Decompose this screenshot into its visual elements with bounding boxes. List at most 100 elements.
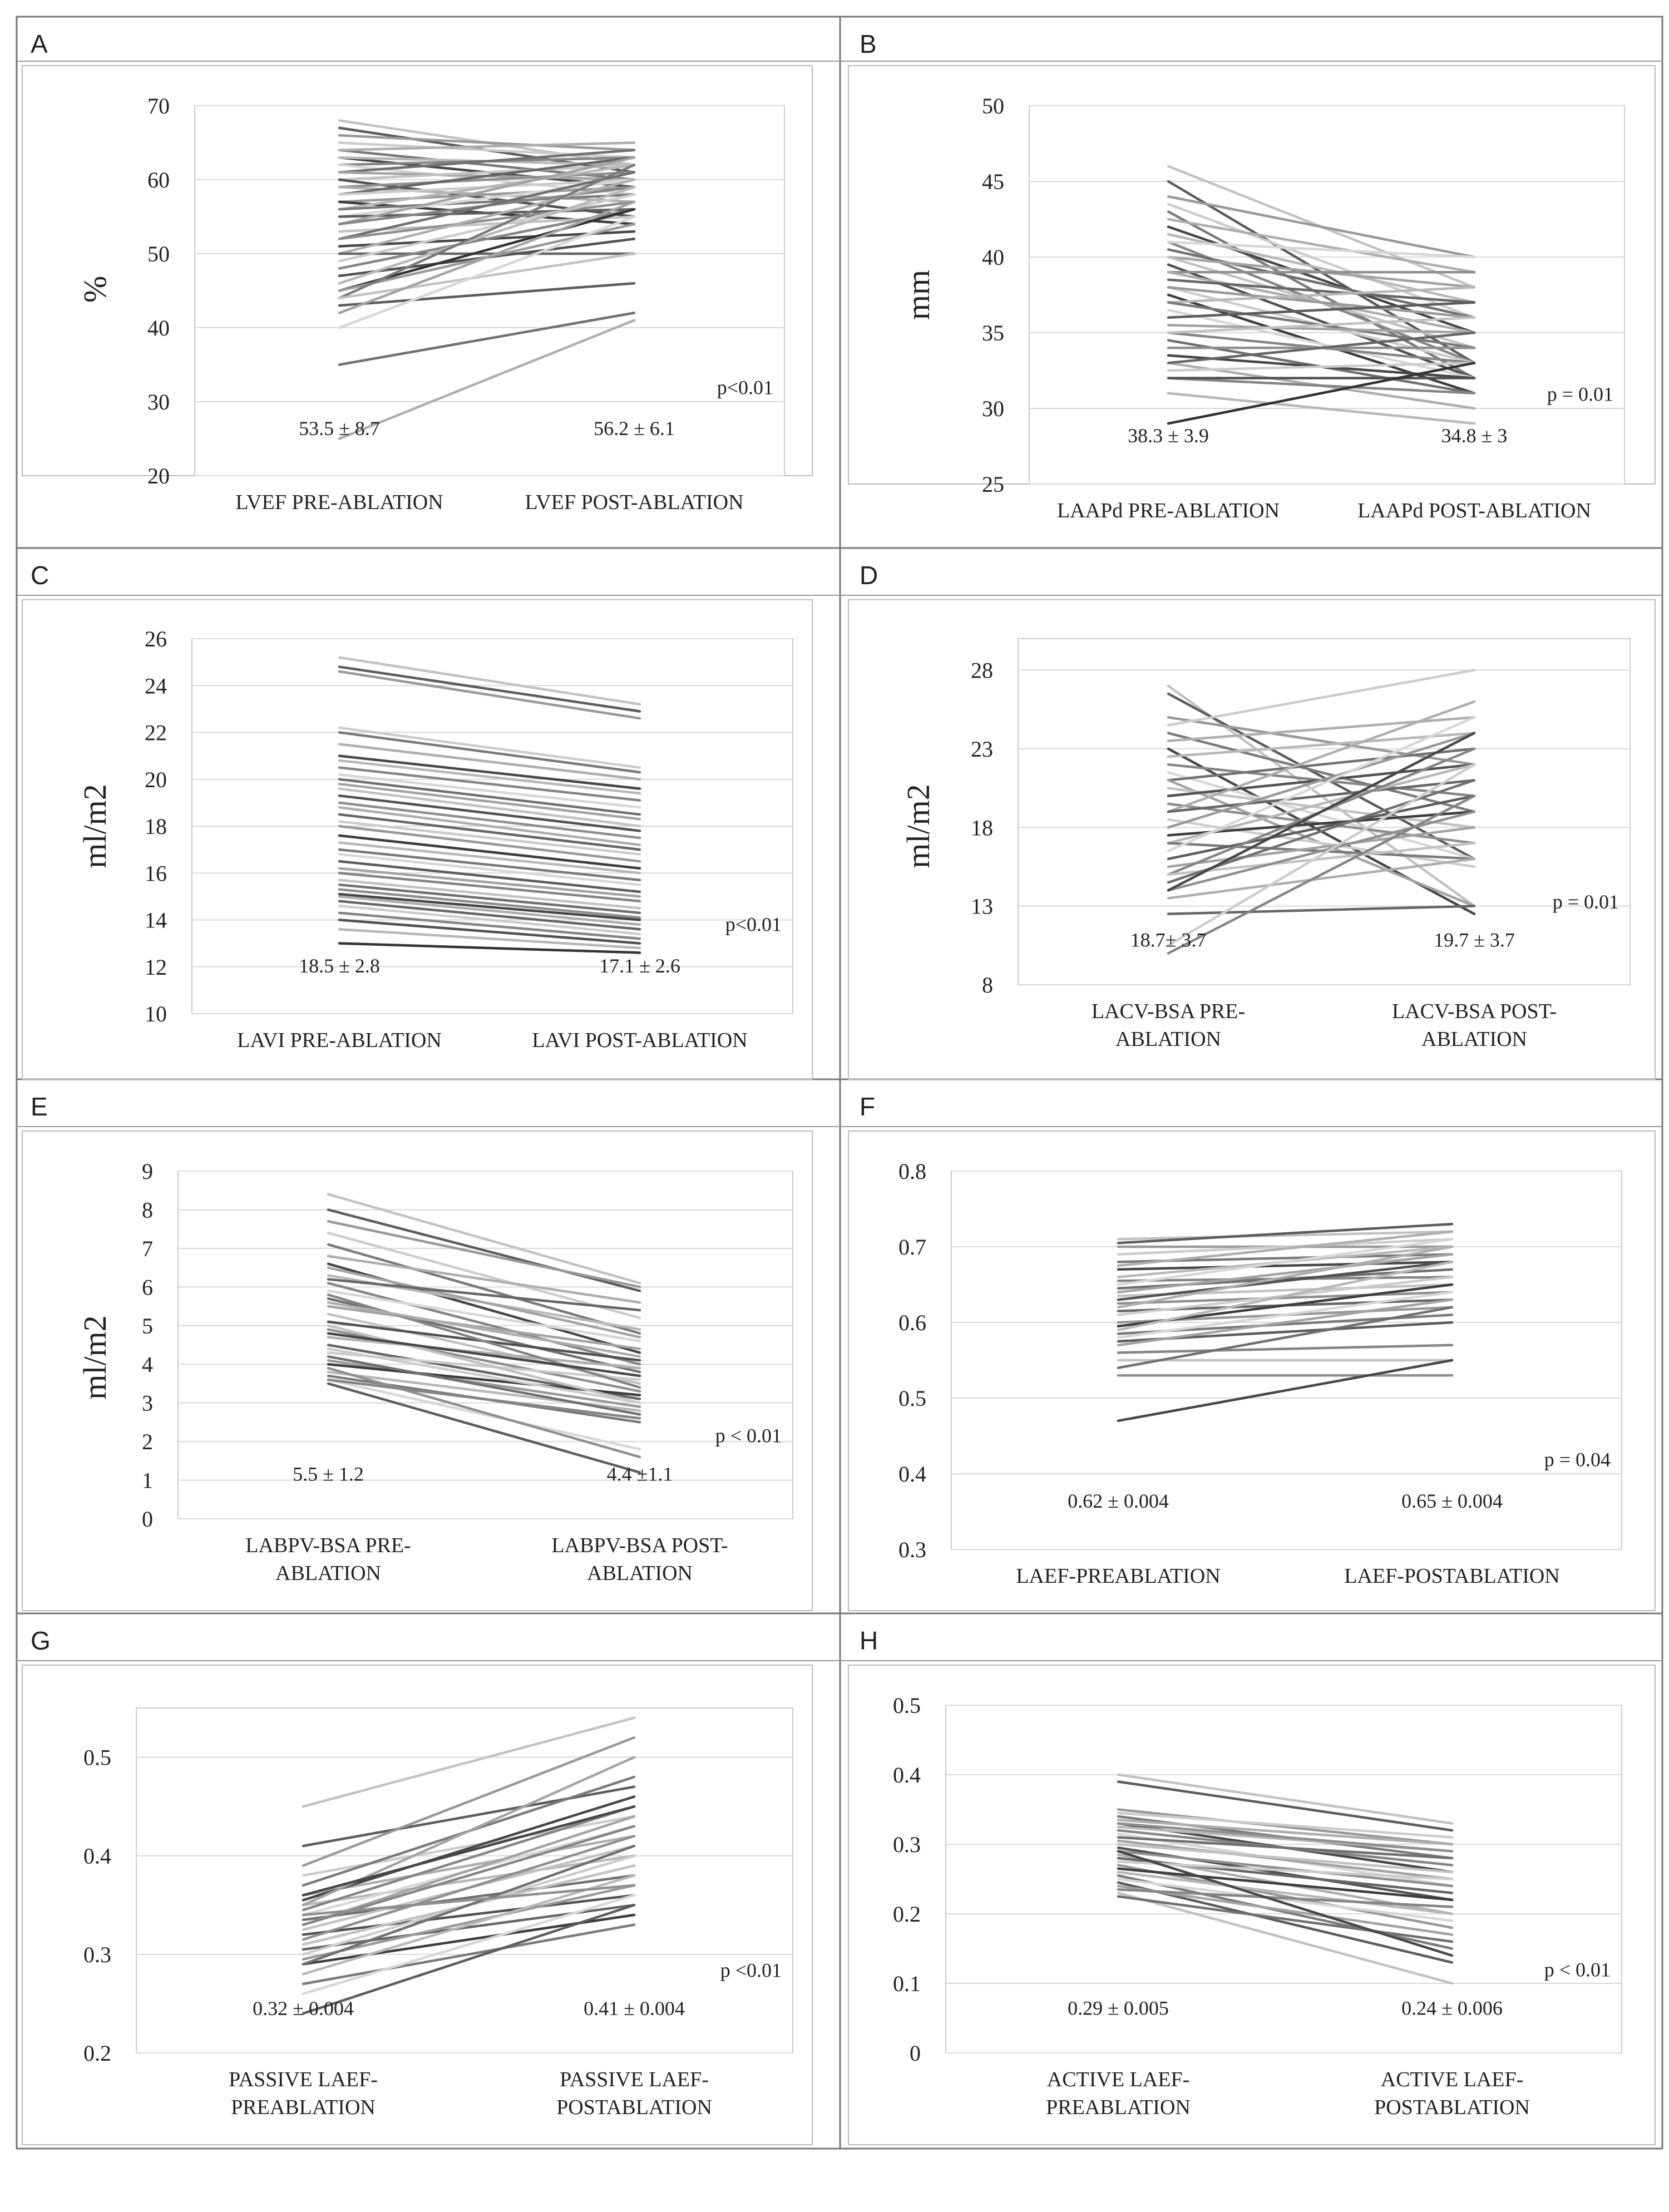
series-lines (302, 1716, 636, 2015)
subject-line (302, 1844, 636, 1966)
x-category-label: LAVI POST-ABLATION (532, 1029, 747, 1052)
x-category-label: LAEF-PREABLATION (1016, 1564, 1220, 1588)
panel-letter: H (860, 1626, 878, 1655)
subject-line (1117, 1230, 1454, 1267)
subject-line (1117, 1819, 1454, 1846)
subject-line (338, 820, 641, 856)
subject-line (338, 824, 641, 863)
subject-line (338, 134, 636, 152)
subject-line (1117, 1895, 1454, 1943)
subject-line (338, 778, 641, 816)
annotation-post: 4.4 ±1.1 (607, 1463, 673, 1485)
subject-line (302, 1825, 636, 1926)
subject-line (302, 1835, 636, 1941)
y-tick-label: 24 (145, 673, 167, 698)
subject-line (338, 670, 641, 720)
y-tick-label: 0.4 (898, 1462, 926, 1487)
chart-frame (848, 1665, 1656, 2145)
subject-line (1167, 692, 1476, 861)
panel-letter: A (31, 29, 48, 58)
y-tick-label: 18 (145, 814, 167, 839)
subject-line (302, 1894, 636, 1995)
annotation-post: 0.65 ± 0.004 (1401, 1490, 1503, 1512)
y-tick-label: 0.2 (83, 2041, 111, 2066)
x-category-label: LAAPd PRE-ABLATION (1057, 499, 1280, 522)
y-tick-label: 0.3 (83, 1942, 111, 1967)
subject-line (338, 312, 636, 366)
subject-line (338, 208, 636, 218)
annotation-post: 34.8 ± 3 (1441, 424, 1508, 447)
subject-line (1117, 1238, 1454, 1286)
subject-line (302, 1884, 636, 1917)
panel-letter: E (31, 1092, 48, 1121)
subject-line (338, 794, 641, 832)
subject-line (338, 900, 641, 931)
subject-line (327, 1231, 641, 1320)
subject-line (338, 841, 641, 875)
x-category-label: ACTIVE LAEF- POSTABLATION (1374, 2068, 1530, 2119)
subject-line (338, 860, 641, 893)
x-category-line: LAEF-PREABLATION (1016, 1564, 1220, 1588)
x-category-label: LAEF-POSTABLATION (1344, 1564, 1560, 1588)
series-lines (338, 119, 636, 440)
subject-line (1117, 1888, 1454, 1908)
y-tick-label: 0.7 (898, 1235, 926, 1260)
subject-line (338, 942, 641, 954)
y-tick-label: 12 (145, 955, 167, 980)
y-tick-label: 20 (147, 463, 170, 488)
subject-line (1167, 316, 1476, 334)
subject-line (327, 1324, 641, 1404)
subject-line (1117, 1892, 1454, 1985)
x-category-line: PREABLATION (231, 2096, 376, 2119)
subject-line (1167, 218, 1476, 274)
x-category-label: LVEF PRE-ABLATION (235, 491, 443, 514)
series-lines (1167, 669, 1476, 955)
subject-line (338, 164, 636, 211)
annotation-post: 19.7 ± 3.7 (1434, 929, 1515, 951)
subject-line (338, 928, 641, 950)
subject-line (1117, 1306, 1454, 1369)
subject-line (338, 782, 641, 821)
panel-f: F 0.8 0.7 0.6 0.5 0.4 0.3 LAEF-PREABLATION LAEF-… (848, 1092, 1656, 1611)
subject-line (1117, 1884, 1454, 1936)
chart-frame (22, 599, 813, 1080)
chart-frame (22, 1665, 813, 2145)
panel-b: B 50 45 40 35 30 25 mm LAAPd PRE-ABLATION LAAPd P… (848, 29, 1656, 522)
subject-line (1167, 794, 1476, 955)
subject-line (327, 1208, 641, 1292)
subject-line (327, 1193, 641, 1285)
y-tick-label: 0.2 (893, 1902, 921, 1927)
series-lines (327, 1193, 641, 1474)
subject-line (338, 801, 641, 840)
panel-letter: C (31, 561, 49, 590)
subject-line (327, 1243, 641, 1335)
x-category-line: LABPV-BSA PRE- (245, 1534, 411, 1557)
subject-line (338, 853, 641, 886)
subject-line (1117, 1291, 1454, 1339)
y-tick-label: 4 (142, 1352, 153, 1377)
subject-line (302, 1904, 636, 2015)
subject-line (1167, 747, 1476, 782)
subject-line (1167, 248, 1476, 319)
p-value-label: p<0.01 (717, 377, 773, 399)
x-category-line: LACV-BSA POST- (1392, 1000, 1557, 1023)
subject-line (1167, 905, 1476, 916)
subject-line (1117, 1843, 1454, 1874)
subject-line (1117, 1359, 1454, 1423)
subject-line (1117, 1773, 1454, 1825)
panel-letter: B (860, 29, 877, 58)
subject-line (338, 878, 641, 910)
subject-line (1117, 1298, 1454, 1347)
y-tick-label: 60 (147, 167, 170, 192)
subject-line (1167, 286, 1476, 319)
x-category-label: LABPV-BSA PRE- ABLATION (245, 1534, 411, 1585)
y-tick-label: 10 (145, 1001, 167, 1026)
annotation-pre: 53.5 ± 8.7 (299, 417, 380, 440)
subject-line (1167, 794, 1476, 861)
subject-line (1117, 1260, 1454, 1271)
chart-frame (22, 1130, 813, 1611)
annotation-pre: 18.5 ± 2.8 (299, 955, 380, 977)
y-tick-label: 3 (142, 1391, 153, 1416)
